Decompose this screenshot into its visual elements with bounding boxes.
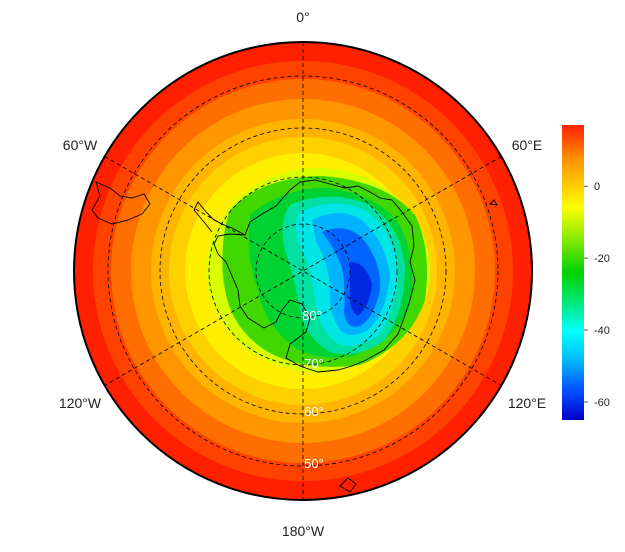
graticule: [104, 42, 502, 500]
lon-label-120w: 120°W: [59, 395, 102, 411]
latitude-labels: 80° 70° 60° 50°: [302, 308, 324, 471]
lat-label-60: 60°: [304, 404, 324, 419]
island: [339, 477, 357, 493]
colorbar: 0 -20 -40 -60: [562, 125, 610, 420]
lon-label-60e: 60°E: [512, 137, 543, 153]
colorbar-gradient: [562, 125, 584, 420]
lat-label-50: 50°: [304, 456, 324, 471]
colorbar-ticks: 0 -20 -40 -60: [584, 181, 610, 409]
meridian-60w-120e: [104, 156, 502, 386]
meridian-60e-120w: [104, 156, 502, 386]
coastlines: [91, 179, 498, 493]
colorbar-tick-label: -40: [594, 325, 610, 337]
island: [489, 199, 498, 206]
colorbar-tick-label: -20: [594, 253, 610, 265]
antarctica-coastline: [213, 179, 416, 373]
lon-label-0: 0°: [296, 9, 309, 25]
lat-label-70: 70°: [304, 356, 324, 371]
map-boundary: [73, 41, 533, 501]
lon-label-60w: 60°W: [63, 137, 98, 153]
south-america-tip: [91, 181, 151, 225]
lon-label-180w: 180°W: [282, 523, 325, 539]
longitude-labels: 0° 60°W 60°E 120°W 120°E 180°W: [59, 9, 546, 539]
colorbar-tick-label: -60: [594, 397, 610, 409]
lat-label-80: 80°: [302, 308, 322, 323]
antarctic-peninsula: [193, 201, 246, 236]
lon-label-120e: 120°E: [508, 395, 546, 411]
latitude-circle-50: [107, 75, 499, 467]
colorbar-tick-label: 0: [594, 181, 600, 193]
data-field: [74, 42, 532, 500]
